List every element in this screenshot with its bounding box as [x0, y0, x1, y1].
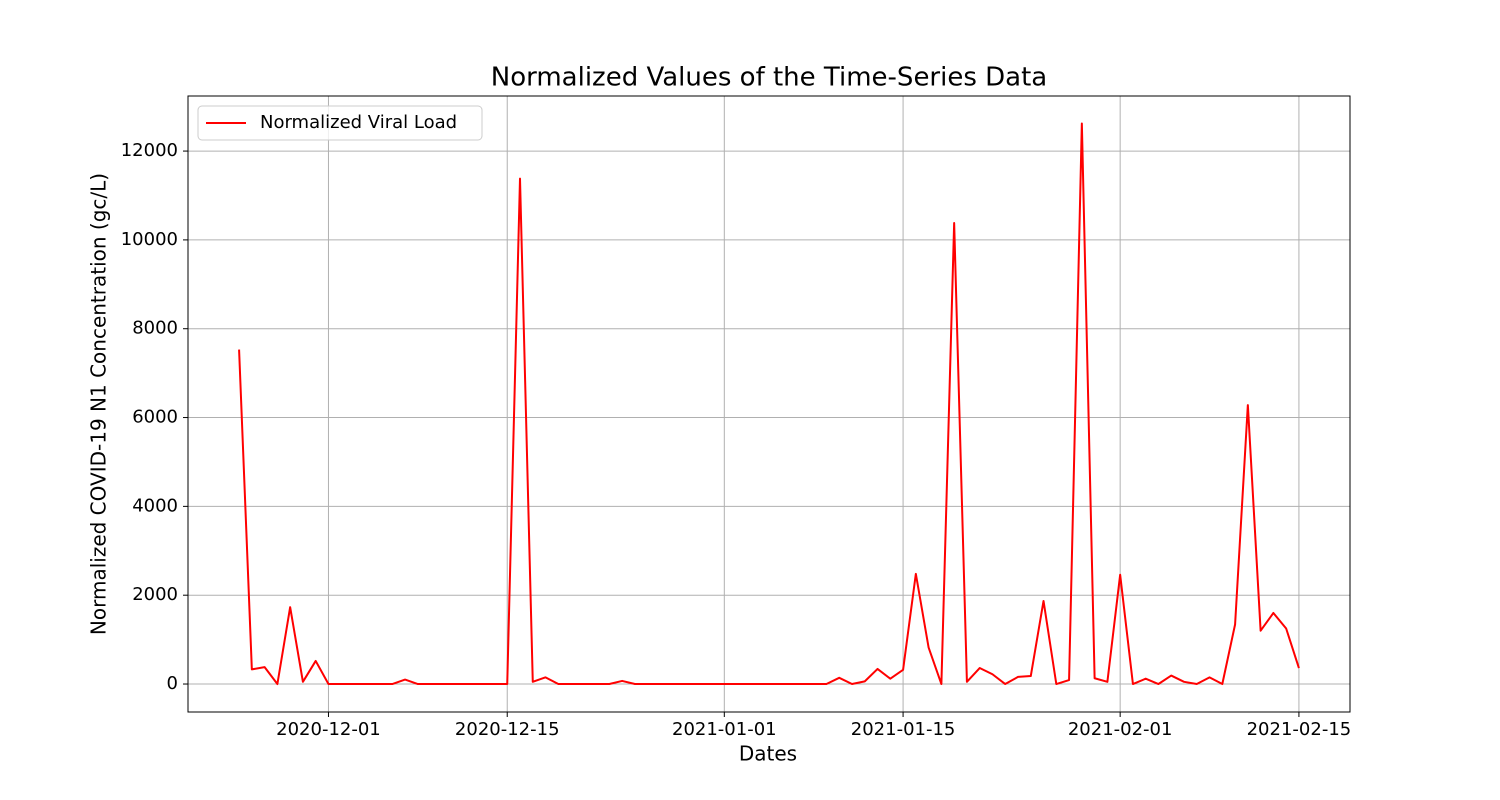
x-tick-label: 2021-02-01	[1068, 719, 1173, 740]
y-tick-label: 8000	[132, 318, 178, 339]
y-tick-label: 0	[167, 673, 178, 694]
y-tick-label: 12000	[121, 140, 178, 161]
y-axis-label: Normalized COVID-19 N1 Concentration (gc…	[87, 173, 111, 635]
legend: Normalized Viral Load	[197, 105, 483, 141]
x-tick-label: 2020-12-15	[455, 719, 560, 740]
y-tick-label: 6000	[132, 407, 178, 428]
x-axis-label: Dates	[739, 742, 797, 766]
x-tick-label: 2020-12-01	[276, 719, 381, 740]
y-tick-label: 4000	[132, 495, 178, 516]
data-line	[238, 122, 1300, 686]
x-tick-label: 2021-01-15	[851, 719, 956, 740]
legend-label: Normalized Viral Load	[260, 112, 457, 133]
plot-frame	[187, 95, 1351, 713]
y-tick-label: 10000	[121, 229, 178, 250]
legend-box	[197, 105, 483, 141]
x-tick-label: 2021-01-01	[672, 719, 777, 740]
x-tick-label: 2021-02-15	[1247, 719, 1352, 740]
y-tick-label: 2000	[132, 584, 178, 605]
chart-title: Normalized Values of the Time-Series Dat…	[491, 63, 1048, 93]
